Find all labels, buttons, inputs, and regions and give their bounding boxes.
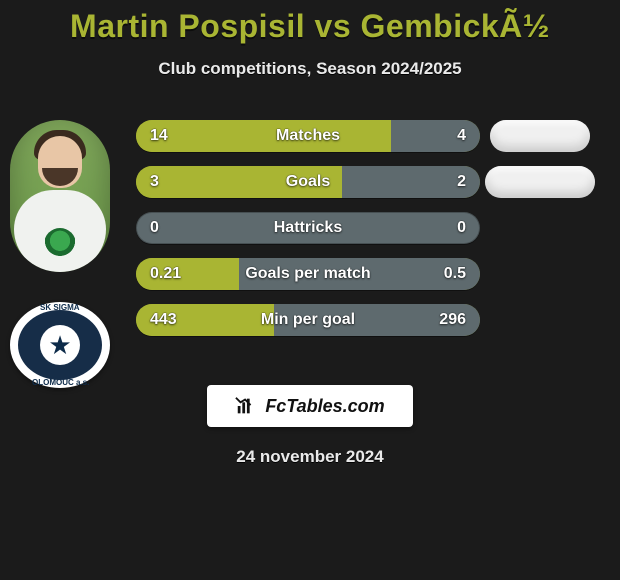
- star-icon: ★: [40, 325, 80, 365]
- footer: FcTables.com 24 november 2024: [0, 385, 620, 467]
- chart-bars-icon: [235, 395, 257, 417]
- site-name: FcTables.com: [265, 396, 384, 417]
- metric-bars: 14Matches4 3Goals2 0Hattricks0 0.21Goals pe…: [136, 120, 480, 350]
- comparison-panel: SK SIGMA OLOMOUC a.s. ★ 14Matches4 3Goals…: [0, 100, 620, 400]
- metric-label: Hattricks: [136, 212, 480, 244]
- club-badge: SK SIGMA OLOMOUC a.s. ★: [10, 302, 110, 388]
- metric-value-right: 296: [439, 304, 466, 336]
- metric-label: Goals: [136, 166, 480, 198]
- metric-bar: 3Goals2: [136, 166, 480, 198]
- metric-value-right: 4: [457, 120, 466, 152]
- player-avatar: [10, 120, 110, 272]
- page-title: Martin Pospisil vs GembickÃ½: [0, 0, 620, 45]
- metric-bar: 443Min per goal296: [136, 304, 480, 336]
- metric-bar: 0Hattricks0: [136, 212, 480, 244]
- site-badge: FcTables.com: [207, 385, 412, 427]
- footer-date: 24 november 2024: [0, 447, 620, 467]
- metric-value-right: 0.5: [444, 258, 466, 290]
- right-pills: [490, 120, 610, 350]
- metric-label: Goals per match: [136, 258, 480, 290]
- opponent-pill: [485, 166, 595, 198]
- metric-bar: 0.21Goals per match0.5: [136, 258, 480, 290]
- metric-label: Matches: [136, 120, 480, 152]
- metric-value-right: 0: [457, 212, 466, 244]
- page-subtitle: Club competitions, Season 2024/2025: [0, 59, 620, 79]
- metric-value-right: 2: [457, 166, 466, 198]
- player-column: SK SIGMA OLOMOUC a.s. ★: [10, 120, 120, 388]
- metric-bar: 14Matches4: [136, 120, 480, 152]
- opponent-pill: [490, 120, 590, 152]
- metric-label: Min per goal: [136, 304, 480, 336]
